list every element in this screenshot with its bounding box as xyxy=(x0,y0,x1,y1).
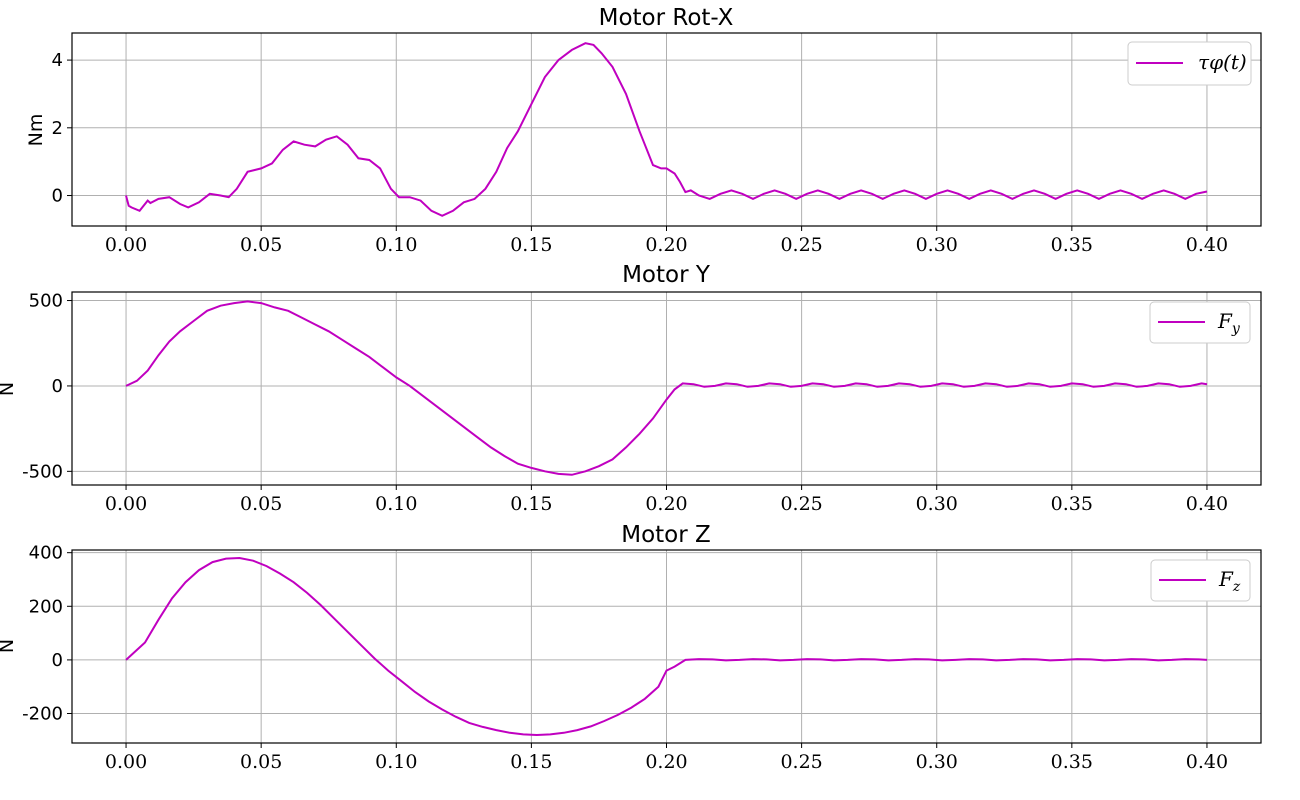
x-ticks-z: 0.00 0.05 0.10 0.15 0.20 0.25 0.30 0.35 0.40 xyxy=(105,743,1228,773)
x-tick-label: 0.20 xyxy=(645,234,687,256)
x-tick-label: 0.35 xyxy=(1051,493,1093,515)
x-tick-label: 0.15 xyxy=(510,493,552,515)
series-line-tau-phi xyxy=(125,42,1208,217)
axes-frame-rot-x xyxy=(71,32,1262,227)
x-ticks-rot-x: 0.00 0.05 0.10 0.15 0.20 0.25 0.30 0.35 0.40 xyxy=(105,226,1228,256)
x-tick-label: 0.25 xyxy=(780,751,822,773)
x-tick-label: 0.40 xyxy=(1186,234,1228,256)
subplot-rot-x: Motor Rot-X Nm 0.00 0.05 0.10 0.15 0.20 0.25 0… xyxy=(25,5,1262,256)
legend-label-tau-phi: τφ(t) xyxy=(1198,50,1247,74)
x-tick-label: 0.25 xyxy=(780,234,822,256)
x-tick-label: 0.05 xyxy=(240,751,282,773)
x-tick-label: 0.35 xyxy=(1051,751,1093,773)
x-tick-label: 0.40 xyxy=(1186,751,1228,773)
x-tick-label: 0.30 xyxy=(916,751,958,773)
y-tick-label: 0 xyxy=(52,650,63,671)
x-tick-label: 0.05 xyxy=(240,234,282,256)
series-line-fy xyxy=(125,300,1208,476)
x-tick-label: 0.30 xyxy=(916,234,958,256)
x-tick-label: 0.15 xyxy=(510,234,552,256)
x-tick-label: 0.05 xyxy=(240,493,282,515)
x-tick-label: 0.00 xyxy=(105,751,147,773)
legend-rot-x: τφ(t) xyxy=(1127,41,1252,86)
y-tick-label: 0 xyxy=(52,376,63,397)
axes-frame-z xyxy=(71,549,1262,744)
y-tick-label: -500 xyxy=(22,461,63,482)
y-axis-label-y: N xyxy=(0,382,18,396)
y-tick-label: 2 xyxy=(52,118,63,139)
x-tick-label: 0.10 xyxy=(375,493,417,515)
subplot-y: Motor Y N 0.000.050.100.150.200.250.300.… xyxy=(0,262,1262,515)
x-tick-label: 0.10 xyxy=(375,234,417,256)
grid-z xyxy=(72,550,1261,743)
subplot-z: Motor Z N 0.000.050.100.150.200.250.300.… xyxy=(0,522,1262,773)
x-tick-label: 0.40 xyxy=(1186,493,1228,515)
x-ticks-y: 0.00 0.05 0.10 0.15 0.20 0.25 0.30 0.35 0.40 xyxy=(105,485,1228,515)
x-tick-label: 0.10 xyxy=(375,751,417,773)
y-tick-label: -200 xyxy=(22,704,63,725)
series-line-fz xyxy=(125,556,1208,737)
x-tick-label: 0.20 xyxy=(645,493,687,515)
y-tick-label: 400 xyxy=(29,543,63,564)
y-ticks-y: -500 0 500 xyxy=(22,291,72,482)
y-ticks-rot-x: 0 2 4 xyxy=(52,50,72,207)
grid-y xyxy=(72,292,1261,485)
x-tick-label: 0.20 xyxy=(645,751,687,773)
subplot-title-rot-x: Motor Rot-X xyxy=(599,5,734,31)
y-tick-label: 0 xyxy=(52,186,63,207)
legend-z: Fz xyxy=(1150,559,1251,602)
x-tick-label: 0.25 xyxy=(780,493,822,515)
x-tick-label: 0.35 xyxy=(1051,234,1093,256)
y-tick-label: 500 xyxy=(29,291,63,312)
legend-box-rot-x xyxy=(1127,41,1252,86)
y-axis-label-rot-x: Nm xyxy=(25,114,47,147)
y-tick-label: 4 xyxy=(52,50,63,71)
x-tick-label: 0.00 xyxy=(105,234,147,256)
y-ticks-z: -200 0 200 400 xyxy=(22,543,72,725)
grid-rot-x xyxy=(72,33,1261,226)
legend-y: Fy xyxy=(1149,301,1251,344)
axes-frame-y xyxy=(71,291,1262,486)
y-tick-label: 200 xyxy=(29,596,63,617)
subplot-title-z: Motor Z xyxy=(621,522,711,548)
y-axis-label-z: N xyxy=(0,639,18,653)
x-tick-label: 0.00 xyxy=(105,493,147,515)
subplot-title-y: Motor Y xyxy=(622,262,711,288)
x-tick-label: 0.15 xyxy=(510,751,552,773)
x-tick-label: 0.30 xyxy=(916,493,958,515)
